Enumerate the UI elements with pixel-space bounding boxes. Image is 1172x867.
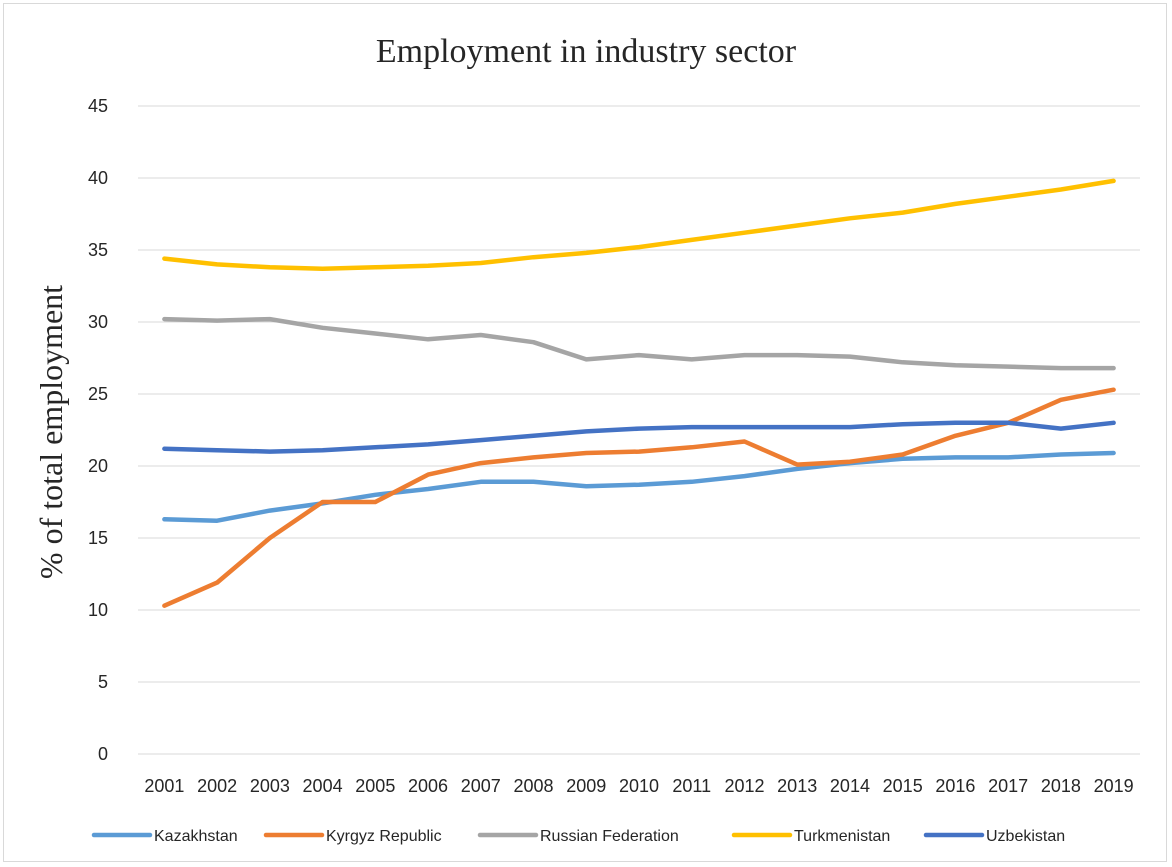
series-line-kyrgyz-republic xyxy=(162,387,1116,608)
series-line-turkmenistan xyxy=(162,178,1116,271)
gridlines xyxy=(138,105,1140,755)
x-axis-ticks: 2001 2002 2003 2004 2005 2006 2007 2008 2009 2010… xyxy=(144,776,1133,796)
x-tick-label: 2019 xyxy=(1094,776,1134,796)
x-tick-label: 2002 xyxy=(197,776,237,796)
x-tick-label: 2003 xyxy=(250,776,290,796)
x-tick-label: 2009 xyxy=(566,776,606,796)
x-tick-label: 2013 xyxy=(777,776,817,796)
series-lines xyxy=(162,178,1116,608)
x-tick-label: 2008 xyxy=(514,776,554,796)
y-tick-label: 15 xyxy=(88,528,108,548)
legend-label-russian-federation: Russian Federation xyxy=(540,828,679,845)
y-tick-label: 30 xyxy=(88,312,108,332)
x-tick-label: 2016 xyxy=(935,776,975,796)
legend: Kazakhstan Kyrgyz Republic Russian Federat… xyxy=(91,828,1065,845)
x-tick-label: 2017 xyxy=(988,776,1028,796)
y-tick-label: 5 xyxy=(98,672,108,692)
x-tick-label: 2018 xyxy=(1041,776,1081,796)
y-tick-label: 20 xyxy=(88,456,108,476)
x-tick-label: 2011 xyxy=(672,776,711,796)
x-tick-label: 2007 xyxy=(461,776,501,796)
x-tick-label: 2015 xyxy=(883,776,923,796)
legend-label-uzbekistan: Uzbekistan xyxy=(986,828,1065,845)
y-tick-label: 10 xyxy=(88,600,108,620)
x-tick-label: 2014 xyxy=(830,776,870,796)
x-tick-label: 2005 xyxy=(355,776,395,796)
y-axis-label: % of total employment xyxy=(33,285,69,579)
series-line-uzbekistan xyxy=(162,420,1116,454)
x-tick-label: 2010 xyxy=(619,776,659,796)
series-line-russian-federation xyxy=(162,316,1116,371)
chart-title: Employment in industry sector xyxy=(376,33,797,70)
y-tick-label: 40 xyxy=(88,168,108,188)
legend-label-turkmenistan: Turkmenistan xyxy=(794,828,890,845)
x-tick-label: 2001 xyxy=(144,776,184,796)
legend-label-kazakhstan: Kazakhstan xyxy=(154,828,238,845)
y-axis-ticks: 0 5 10 15 20 25 30 35 40 45 xyxy=(88,96,108,764)
x-tick-label: 2006 xyxy=(408,776,448,796)
y-tick-label: 45 xyxy=(88,96,108,116)
legend-label-kyrgyz-republic: Kyrgyz Republic xyxy=(326,828,442,845)
y-tick-label: 0 xyxy=(98,744,108,764)
x-tick-label: 2012 xyxy=(724,776,764,796)
x-tick-label: 2004 xyxy=(303,776,343,796)
y-tick-label: 25 xyxy=(88,384,108,404)
y-tick-label: 35 xyxy=(88,240,108,260)
